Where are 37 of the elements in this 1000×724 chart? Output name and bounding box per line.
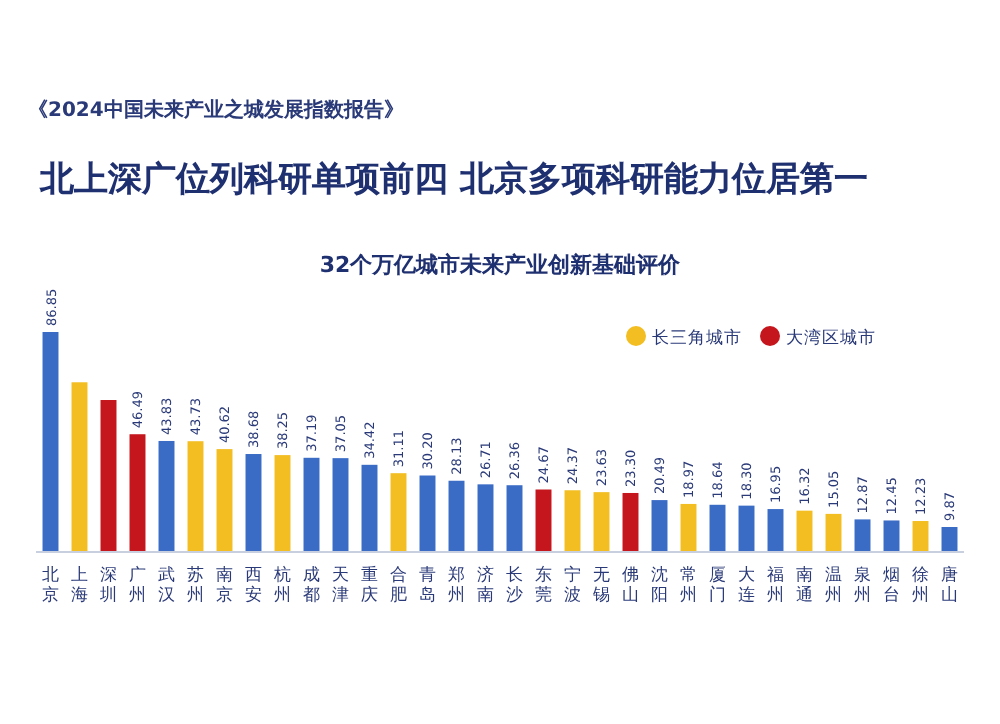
text: 《2024中国未来产业之城发展指数报告》 bbox=[28, 98, 404, 122]
x-tick-label: 大连 bbox=[737, 564, 756, 606]
x-tick-label: 苏州 bbox=[186, 564, 205, 606]
x-tick-label: 宁波 bbox=[563, 564, 582, 606]
x-tick-label: 重庆 bbox=[360, 564, 379, 606]
chart-subtitle: 32个万亿城市未来产业创新基础评价 bbox=[319, 252, 683, 278]
x-tick-label: 成都 bbox=[302, 564, 321, 606]
x-tick-label: 上海 bbox=[70, 564, 89, 606]
x-tick-label: 南通 bbox=[795, 564, 814, 606]
x-tick-label: 常州 bbox=[679, 564, 698, 606]
x-tick-label: 西安 bbox=[244, 566, 263, 606]
x-tick-label: 深圳 bbox=[97, 564, 118, 606]
x-tick-label: 泉州 bbox=[853, 564, 872, 606]
x-tick-label: 北京 bbox=[41, 564, 60, 606]
x-tick-label: 佛山 bbox=[621, 564, 640, 606]
x-tick-label: 烟台 bbox=[882, 564, 901, 606]
x-tick-label: 温州 bbox=[824, 564, 843, 606]
x-tick-label: 武汉 bbox=[157, 564, 176, 606]
chart-title: 北上深广位列科研单项前四 北京多项科研能力位居第一 bbox=[38, 160, 868, 200]
legend-label: 大湾区城市 bbox=[786, 327, 876, 349]
x-tick-label: 郑州 bbox=[447, 564, 466, 606]
x-tick-label: 唐山 bbox=[940, 564, 959, 606]
legend-label: 长三角城市 bbox=[652, 327, 742, 349]
x-tick-label: 东莞 bbox=[534, 564, 553, 606]
x-tick-label: 南京 bbox=[215, 564, 234, 606]
x-tick-label: 长沙 bbox=[505, 564, 524, 606]
x-tick-label: 福州 bbox=[766, 564, 785, 606]
x-tick-label: 厦门 bbox=[708, 564, 727, 606]
x-tick-label: 无锡 bbox=[590, 566, 611, 606]
x-tick-label: 徐州 bbox=[911, 564, 930, 606]
x-tick-label: 济南 bbox=[476, 564, 495, 606]
x-tick-label: 广州 bbox=[128, 564, 147, 606]
x-tick-label: 天津 bbox=[331, 564, 350, 606]
x-tick-label: 合肥 bbox=[389, 564, 408, 606]
x-tick-label: 杭州 bbox=[271, 564, 292, 606]
x-tick-label: 沈阳 bbox=[650, 564, 669, 606]
x-tick-label: 青岛 bbox=[418, 564, 437, 606]
